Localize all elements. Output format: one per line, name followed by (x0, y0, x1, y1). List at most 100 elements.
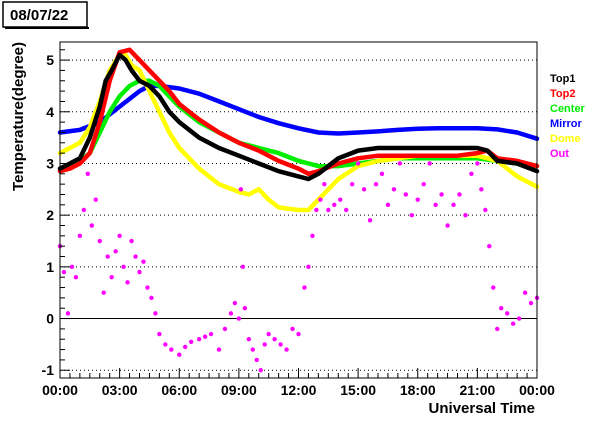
x-tick-label-5: 15:00 (340, 382, 376, 398)
series-out-point (157, 331, 162, 337)
series-mirror-line (57, 83, 540, 141)
series-out (57, 161, 540, 373)
series-out-point (415, 197, 420, 202)
series-out-point (246, 337, 252, 342)
legend: Top1 Top2 Center Mirror Dome Out (550, 73, 586, 160)
x-tick-label-0: 00:00 (42, 382, 78, 398)
series-out-point (457, 192, 462, 197)
series-out-point (322, 181, 327, 187)
date-box: 08/07/22 (2, 1, 89, 29)
series-out-point (290, 326, 295, 332)
date-label: 08/07/22 (10, 7, 68, 24)
x-tick-label-2: 06:00 (161, 382, 197, 398)
series-out-point (409, 212, 414, 218)
series-out-point (504, 311, 510, 316)
series-out-point (475, 161, 480, 166)
series-out-point (306, 264, 311, 270)
series-out-point (117, 233, 122, 239)
y-tick-label-3: 2 (46, 207, 54, 223)
series-out-point (499, 306, 504, 311)
series-top1-line (57, 52, 540, 182)
series-out-point (250, 347, 255, 352)
series-out-point (355, 161, 361, 166)
series-out-point (349, 181, 355, 187)
series-out-point (236, 316, 242, 321)
series-out-point (61, 269, 67, 275)
y-tick-label-0: -1 (42, 362, 55, 378)
series-out-point (373, 181, 379, 187)
series-out-point (427, 161, 432, 166)
series-out-point (397, 161, 403, 166)
series-out-point (487, 243, 492, 249)
series-out-point (451, 202, 456, 208)
series-out-point (149, 295, 154, 301)
series-out-point (125, 280, 130, 285)
x-tick-label-7: 21:00 (459, 382, 495, 398)
series-out-point (361, 187, 367, 192)
x-tick-label-4: 12:00 (281, 382, 317, 398)
series-out-point (491, 285, 496, 290)
series-out-point (163, 342, 168, 347)
series-out-point (240, 264, 246, 270)
series-out-point (421, 181, 426, 187)
series-out-point (433, 202, 438, 208)
series-out-point (177, 352, 182, 357)
series-out-point (69, 264, 75, 270)
x-tick-label-6: 18:00 (400, 382, 436, 398)
x-axis-title: Universal Time (429, 400, 535, 417)
series-out-point (338, 197, 343, 202)
series-out-point (302, 285, 307, 290)
series-out-point (238, 187, 244, 192)
series-out-point (85, 171, 91, 177)
series-out-point (137, 269, 142, 275)
y-tick-label-1: 0 (46, 311, 54, 327)
series-out-point (483, 207, 488, 213)
y-tick-label-2: 1 (46, 259, 54, 275)
series-out-point (169, 347, 174, 352)
grid-lines (60, 59, 537, 371)
series-out-point (296, 331, 301, 337)
series-out-point (379, 171, 385, 177)
y-axis-title: Temperature(degree) (10, 42, 27, 191)
legend-entry-mirror: Mirror (550, 118, 583, 130)
series-dome-line (57, 52, 540, 213)
series-out-point (89, 223, 95, 228)
series-out-point (469, 171, 474, 177)
series-out-point (385, 202, 391, 208)
legend-entry-top2: Top2 (550, 88, 575, 100)
date-box-shadow (5, 27, 89, 29)
series-out-point (129, 238, 134, 244)
series-out-point (145, 285, 150, 290)
x-tick-label-1: 03:00 (102, 382, 138, 398)
series-out-point (81, 207, 87, 213)
series-out-point (254, 357, 259, 363)
series-out-point (141, 259, 146, 264)
series-out-point (222, 326, 228, 332)
series-out-point (344, 207, 349, 213)
axes: -1 0 1 2 3 4 5 00:00 03:00 06:00 09:00 12:00 15:00 18… (42, 49, 555, 398)
series-out-point (216, 347, 222, 352)
series-out-point (318, 197, 323, 202)
series-out-point (208, 331, 214, 337)
series-out-point (242, 306, 248, 311)
series-layer (57, 47, 540, 373)
series-out-point (522, 290, 528, 295)
series-out-point (495, 326, 500, 332)
series-out-point (445, 223, 450, 228)
series-out-point (310, 233, 315, 239)
series-out-point (73, 275, 79, 280)
series-out-point (266, 331, 271, 337)
series-out-point (332, 202, 337, 208)
series-out-point (479, 187, 484, 192)
series-out-point (121, 264, 126, 270)
series-out-point (77, 233, 83, 239)
series-out-point (188, 339, 194, 345)
legend-entry-out: Out (550, 148, 569, 160)
series-out-point (258, 368, 263, 373)
series-out-point (93, 197, 98, 202)
series-out-point (403, 192, 409, 197)
series-out-point (133, 254, 138, 259)
legend-entry-center: Center (550, 103, 586, 115)
series-out-point (232, 300, 238, 306)
